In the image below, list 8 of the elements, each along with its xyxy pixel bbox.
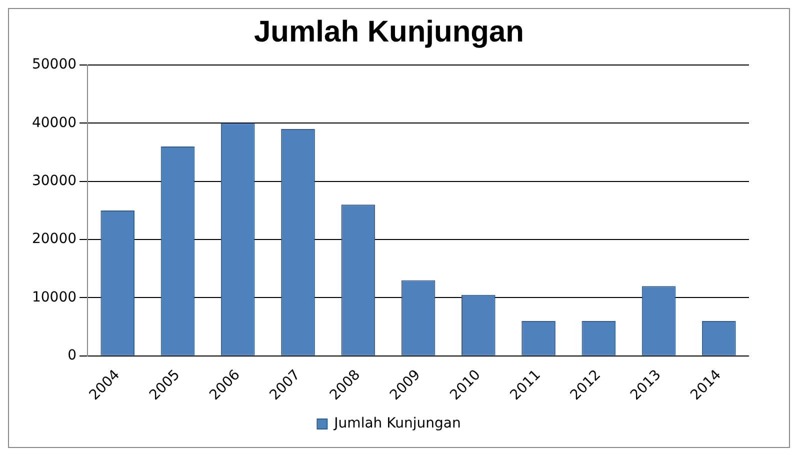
y-tick-label: 10000 (32, 289, 77, 306)
y-tick-label: 0 (68, 348, 77, 364)
legend-label: Jumlah Kunjungan (333, 416, 461, 432)
y-tick-label: 20000 (32, 231, 77, 248)
y-tick-label: 40000 (32, 114, 77, 131)
y-tick-label: 50000 (32, 56, 77, 73)
chart-title: Jumlah Kunjungan (254, 15, 524, 48)
y-tick-label: 30000 (32, 173, 77, 190)
